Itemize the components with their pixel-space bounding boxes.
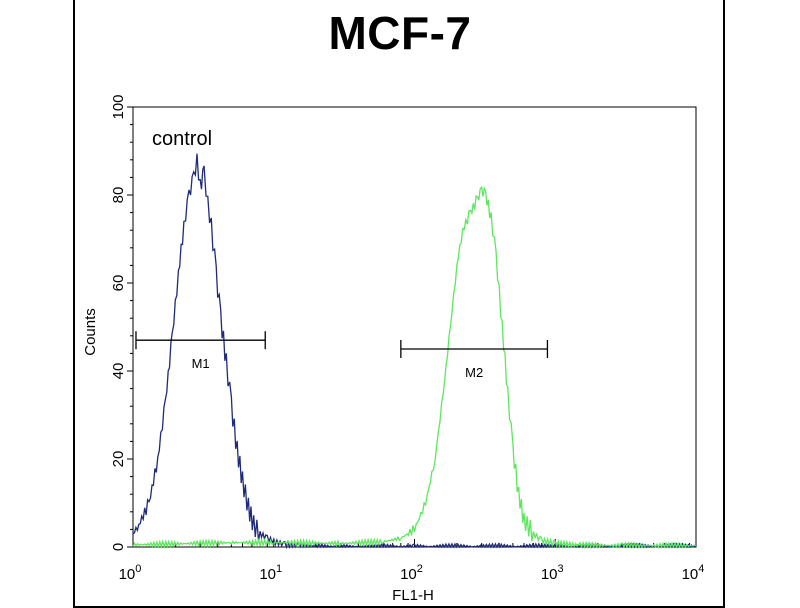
x-tick-label: 103 (541, 563, 564, 583)
x-axis-label: FL1-H (392, 587, 434, 600)
plot-area (132, 106, 697, 548)
y-tick-label: 0 (110, 543, 127, 551)
marker-m2-label: M2 (465, 365, 483, 380)
control-annotation: control (152, 128, 212, 150)
y-axis-ticks: 0 20 40 60 80 100 (110, 94, 133, 551)
chart-title: MCF-7 (328, 7, 472, 59)
y-tick-label: 20 (110, 451, 127, 468)
gate-markers: M1 M2 (135, 331, 549, 380)
y-axis-label: Counts (82, 308, 99, 356)
marker-m1-label: M1 (192, 356, 210, 371)
series-group (132, 153, 697, 550)
x-tick-label: 100 (119, 563, 142, 583)
x-tick-label: 101 (259, 563, 282, 583)
x-tick-label: 104 (682, 563, 705, 583)
y-tick-label: 60 (110, 275, 127, 292)
y-tick-label: 100 (110, 94, 127, 119)
y-tick-label: 80 (110, 187, 127, 204)
y-tick-label: 40 (110, 363, 127, 380)
x-tick-label: 102 (400, 563, 423, 583)
series-line-sample (132, 185, 697, 550)
